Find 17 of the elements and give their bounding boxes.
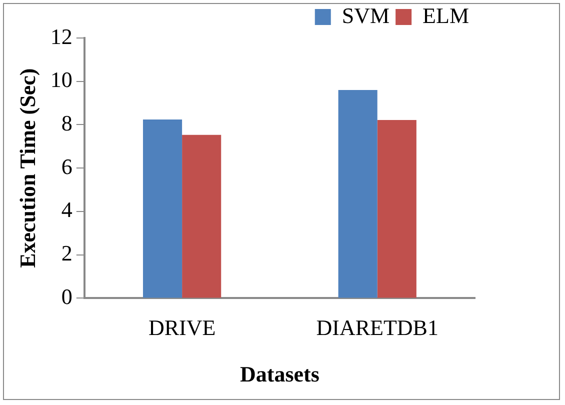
bar	[338, 90, 378, 298]
bar	[377, 120, 416, 298]
bar	[182, 134, 222, 298]
legend-label: SVM	[342, 2, 390, 28]
y-tick-label: 0	[61, 284, 72, 309]
y-axis-title: Execution Time (Sec)	[14, 68, 40, 268]
y-tick-label: 8	[61, 110, 72, 136]
y-tick-label: 10	[50, 67, 72, 92]
legend-label: ELM	[422, 2, 470, 28]
y-tick-label: 4	[61, 197, 72, 222]
bar	[142, 120, 182, 298]
x-tick-label: DIARETDB1	[316, 315, 438, 340]
x-axis-title: Datasets	[240, 361, 320, 386]
y-tick-label: 2	[61, 240, 72, 266]
y-tick-label: 12	[50, 24, 72, 49]
x-tick-label: DRIVE	[148, 315, 216, 340]
y-tick-label: 6	[61, 154, 72, 179]
